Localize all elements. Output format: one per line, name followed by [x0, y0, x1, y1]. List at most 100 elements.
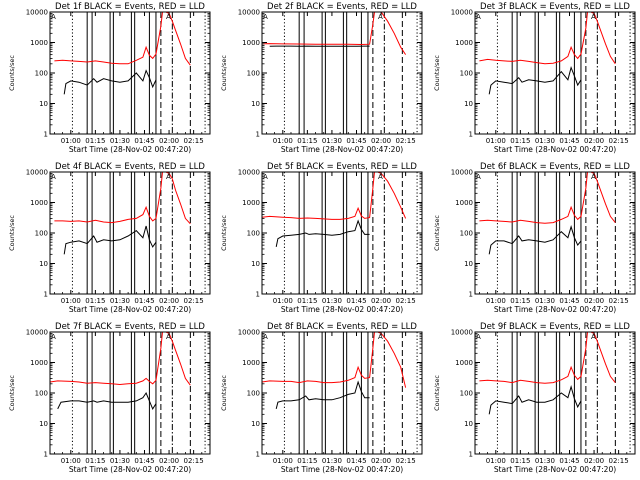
x-tick-label: 02:15 — [609, 137, 629, 145]
x-tick-label: 01:00 — [61, 457, 81, 465]
x-tick-label: 01:00 — [273, 457, 293, 465]
corner-marker-left: A — [476, 333, 481, 341]
panel-title: Det 5f BLACK = Events, RED = LLD — [267, 162, 417, 172]
plot-frame — [474, 11, 636, 135]
x-tick-label: 01:00 — [486, 457, 506, 465]
corner-marker-mid: A — [378, 173, 383, 181]
y-tick-label: 1000 — [242, 199, 260, 207]
corner-marker-mid: A — [378, 333, 383, 341]
y-tick-label: 1 — [469, 131, 473, 139]
y-tick-label: 100 — [247, 230, 260, 238]
y-tick-label: 10000 — [26, 169, 48, 177]
y-tick-label: 10000 — [26, 9, 48, 17]
y-tick-label: 100 — [35, 70, 48, 78]
y-tick-label: 10000 — [451, 9, 473, 17]
y-tick-label: 1000 — [30, 359, 48, 367]
x-tick-label: 01:45 — [134, 137, 154, 145]
series-line-events — [275, 219, 370, 248]
panel-8: 1 10 100 1000 10000 01:00 01:15 01:30 01:45 02:00… — [220, 322, 423, 474]
panel-title: Det 3f BLACK = Events, RED = LLD — [480, 2, 630, 12]
panel-9: 1 10 100 1000 10000 01:00 01:15 01:30 01:45 02:00… — [433, 322, 636, 474]
series-line-events — [63, 69, 157, 95]
x-axis-label: Start Time (28-Nov-02 00:47:20) — [494, 465, 616, 474]
panel-data — [479, 332, 616, 415]
x-tick-label: 01:30 — [110, 137, 130, 145]
x-tick-label: 01:15 — [85, 137, 105, 145]
panel-title: Det 4f BLACK = Events, RED = LLD — [55, 162, 205, 172]
series-line-lld — [54, 12, 191, 66]
corner-marker-mid: A — [378, 13, 383, 21]
corner-marker-left: A — [51, 13, 56, 21]
x-tick-label: 01:30 — [110, 457, 130, 465]
y-axis-label: Counts/sec — [433, 375, 441, 411]
x-tick-label: 01:30 — [110, 297, 130, 305]
plot-frame — [49, 331, 211, 455]
panel-1: 1 10 100 1000 10000 01:00 01:15 01:30 01:45 02:00… — [8, 2, 211, 154]
x-tick-label: 01:15 — [297, 137, 317, 145]
y-tick-label: 10000 — [26, 329, 48, 337]
x-tick-label: 01:00 — [61, 297, 81, 305]
y-tick-label: 1 — [44, 291, 48, 299]
y-axis-label: Counts/sec — [433, 215, 441, 251]
series-line-events — [488, 65, 582, 95]
panel-title: Det 6f BLACK = Events, RED = LLD — [480, 162, 630, 172]
y-tick-label: 100 — [460, 70, 473, 78]
y-tick-label: 10000 — [451, 329, 473, 337]
panel-data — [54, 172, 191, 255]
panel-data — [262, 332, 407, 410]
y-tick-label: 10 — [39, 260, 48, 268]
x-tick-label: 01:30 — [535, 457, 555, 465]
panel-title: Det 1f BLACK = Events, RED = LLD — [55, 2, 205, 12]
x-tick-label: 01:45 — [134, 457, 154, 465]
corner-marker-left: A — [263, 173, 268, 181]
panel-3: 1 10 100 1000 10000 01:00 01:15 01:30 01:45 02:00… — [433, 2, 636, 154]
corner-marker-left: A — [51, 333, 56, 341]
x-tick-label: 02:00 — [371, 457, 391, 465]
x-tick-label: 02:15 — [609, 457, 629, 465]
plot-frame — [49, 171, 211, 295]
y-tick-label: 10000 — [451, 169, 473, 177]
x-tick-label: 01:45 — [346, 297, 366, 305]
y-tick-label: 100 — [247, 390, 260, 398]
y-tick-label: 100 — [35, 390, 48, 398]
x-tick-label: 01:15 — [85, 297, 105, 305]
corner-marker-left: A — [263, 13, 268, 21]
panel-title: Det 7f BLACK = Events, RED = LLD — [55, 322, 205, 332]
x-tick-label: 01:00 — [61, 137, 81, 145]
corner-marker-mid: A — [591, 13, 596, 21]
x-tick-label: 01:15 — [85, 457, 105, 465]
series-line-lld — [54, 172, 191, 225]
y-tick-label: 10 — [464, 260, 473, 268]
corner-marker-mid: A — [166, 13, 171, 21]
panel-data — [54, 12, 191, 95]
panel-data — [262, 172, 407, 248]
x-axis-label: Start Time (28-Nov-02 00:47:20) — [494, 145, 616, 154]
corner-marker-left: A — [476, 173, 481, 181]
y-axis-label: Counts/sec — [8, 215, 16, 251]
series-line-events — [275, 380, 370, 410]
x-axis-label: Start Time (28-Nov-02 00:47:20) — [69, 145, 191, 154]
y-tick-label: 100 — [35, 230, 48, 238]
x-tick-label: 02:00 — [159, 457, 179, 465]
panel-5: 1 10 100 1000 10000 01:00 01:15 01:30 01:45 02:00… — [220, 162, 423, 314]
panel-title: Det 9f BLACK = Events, RED = LLD — [480, 322, 630, 332]
y-tick-label: 1 — [44, 131, 48, 139]
plot-frame — [474, 171, 636, 295]
y-axis-label: Counts/sec — [433, 55, 441, 91]
series-line-lld — [262, 172, 407, 220]
x-tick-label: 02:15 — [396, 297, 416, 305]
x-axis-label: Start Time (28-Nov-02 00:47:20) — [281, 305, 403, 314]
x-tick-label: 02:00 — [371, 297, 391, 305]
y-tick-label: 1 — [256, 291, 260, 299]
plot-frame — [261, 331, 423, 455]
x-tick-label: 01:15 — [297, 297, 317, 305]
y-tick-label: 1 — [256, 451, 260, 459]
panel-title: Det 8f BLACK = Events, RED = LLD — [267, 322, 417, 332]
x-tick-label: 01:15 — [510, 297, 530, 305]
y-axis-label: Counts/sec — [220, 215, 228, 251]
y-tick-label: 1 — [44, 451, 48, 459]
x-tick-label: 01:15 — [297, 457, 317, 465]
y-tick-label: 1000 — [242, 359, 260, 367]
x-axis-label: Start Time (28-Nov-02 00:47:20) — [281, 145, 403, 154]
